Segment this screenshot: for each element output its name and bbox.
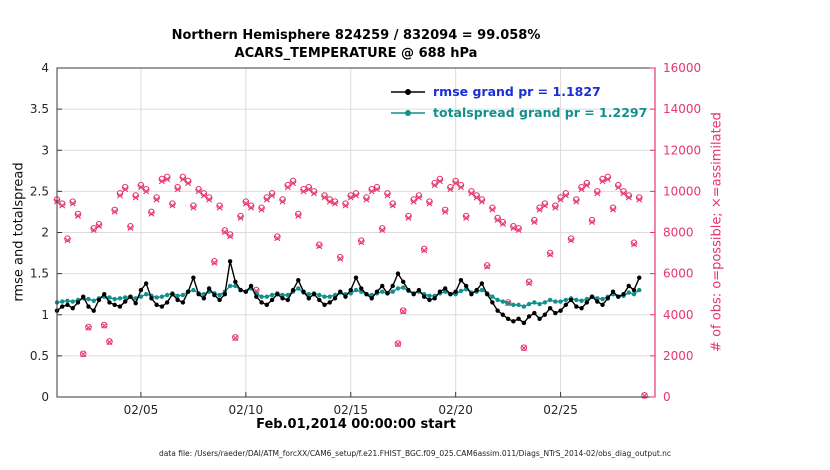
totalspread-line-swatch-icon	[391, 109, 425, 116]
legend: rmse grand pr = 1.1827 totalspread grand…	[390, 81, 647, 123]
svg-text:1: 1	[41, 308, 49, 322]
svg-text:2000: 2000	[663, 349, 694, 363]
svg-text:8000: 8000	[663, 226, 694, 240]
legend-item-totalspread: totalspread grand pr = 1.2297	[390, 102, 647, 123]
x-axis-label: Feb.01,2014 00:00:00 start	[256, 417, 456, 432]
svg-text:12000: 12000	[663, 143, 701, 157]
svg-text:0.5: 0.5	[30, 349, 49, 363]
svg-text:6000: 6000	[663, 267, 694, 281]
left-axis-label: rmse and totalspread	[11, 162, 27, 302]
svg-text:16000: 16000	[663, 61, 701, 75]
legend-item-rmse: rmse grand pr = 1.1827	[390, 81, 647, 102]
svg-text:2: 2	[41, 226, 49, 240]
plot-title: Northern Hemisphere 824259 / 832094 = 99…	[171, 28, 541, 43]
svg-text:4: 4	[41, 61, 49, 75]
svg-text:3.5: 3.5	[30, 102, 49, 116]
rmse-line-swatch-icon	[391, 88, 425, 95]
svg-text:02/15: 02/15	[333, 403, 368, 417]
svg-text:02/25: 02/25	[543, 403, 578, 417]
svg-text:4000: 4000	[663, 308, 694, 322]
svg-text:02/20: 02/20	[438, 403, 473, 417]
right-axis-label: # of obs: o=possible; ×=assimilated	[709, 112, 725, 352]
svg-text:14000: 14000	[663, 102, 701, 116]
legend-label-rmse: rmse grand pr = 1.1827	[433, 84, 601, 99]
svg-text:2.5: 2.5	[30, 184, 49, 198]
svg-text:1.5: 1.5	[30, 267, 49, 281]
svg-text:3: 3	[41, 143, 49, 157]
data-file-caption: data file: /Users/raeder/DAI/ATM_forcXX/…	[158, 449, 672, 458]
svg-text:02/05: 02/05	[124, 403, 159, 417]
svg-text:0: 0	[663, 390, 671, 404]
svg-text:10000: 10000	[663, 184, 701, 198]
plot-subtitle: ACARS_TEMPERATURE @ 688 hPa	[234, 46, 478, 61]
svg-text:02/10: 02/10	[229, 403, 264, 417]
svg-text:0: 0	[41, 390, 49, 404]
legend-label-totalspread: totalspread grand pr = 1.2297	[433, 105, 648, 120]
